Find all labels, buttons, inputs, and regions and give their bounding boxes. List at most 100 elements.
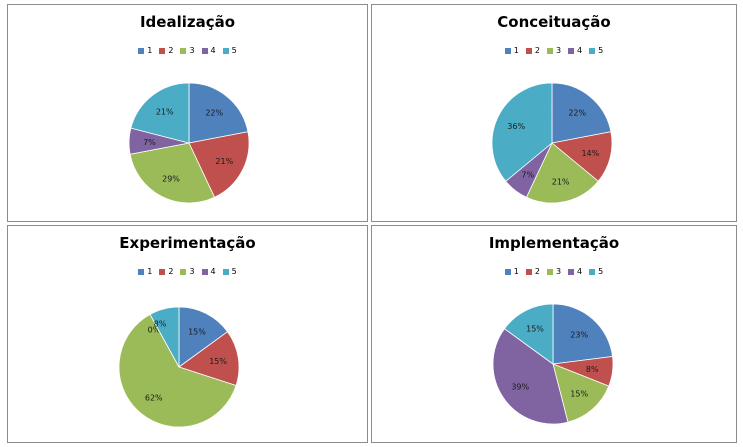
chart-panel-experimentacao: Experimentação 1 2 3 4 5 15% 15% 62% 0% 8% (7, 225, 368, 443)
legend-item: 5 (589, 46, 603, 55)
legend-label: 2 (534, 46, 540, 55)
data-label: 21% (156, 108, 174, 117)
legend-swatch (222, 268, 229, 275)
legend-label: 2 (168, 46, 174, 55)
pie-slice (551, 82, 612, 144)
legend-item: 4 (201, 46, 216, 55)
data-label: 15% (209, 357, 227, 366)
legend-item: 2 (525, 46, 540, 55)
legend-label: 3 (555, 46, 562, 55)
legend-swatch (589, 47, 596, 54)
legend-item: 3 (546, 46, 562, 55)
data-label: 36% (507, 122, 525, 131)
legend-swatch (546, 268, 553, 275)
legend-swatch (525, 268, 532, 275)
data-label: 14% (581, 149, 599, 158)
legend-swatch (504, 268, 511, 275)
legend-swatch (180, 268, 187, 275)
legend-swatch (568, 268, 575, 275)
chart-legend: 1 2 3 4 5 (8, 46, 367, 55)
pie-chart: 15% 15% 62% 0%8% (118, 306, 240, 428)
legend-swatch (159, 268, 166, 275)
legend-swatch (589, 268, 596, 275)
legend-label: 3 (189, 46, 195, 55)
legend-label: 5 (231, 46, 237, 55)
legend-label: 5 (231, 267, 237, 276)
legend-swatch (159, 47, 166, 54)
data-label: 0% (148, 325, 161, 334)
legend-swatch (568, 47, 575, 54)
chart-title: Conceituação (497, 13, 611, 31)
legend-label: 5 (598, 46, 604, 55)
pie-slice (503, 303, 554, 365)
legend-item: 4 (568, 46, 582, 55)
legend-label: 4 (577, 267, 583, 276)
legend-item: 3 (546, 267, 562, 276)
chart-panel-idealizacao: Idealização 1 2 3 4 5 22% 21% 29% 7% 21% (7, 4, 368, 222)
pie-slice (551, 131, 613, 182)
pie-slice (178, 331, 240, 387)
pie-slice (491, 82, 553, 182)
pie-slice (118, 313, 237, 428)
data-label: 22% (205, 108, 223, 117)
pie-slice (178, 306, 229, 368)
legend-swatch (180, 47, 187, 54)
data-label: 29% (162, 174, 180, 183)
data-label: 8% (586, 365, 599, 374)
legend-label: 2 (168, 267, 174, 276)
legend-swatch (525, 47, 532, 54)
pie-slice (188, 131, 250, 198)
data-label: 23% (570, 330, 588, 339)
legend-swatch (138, 268, 145, 275)
pie-slice (130, 82, 190, 144)
pie-chart: 22% 21% 29% 7% 21% (128, 82, 250, 204)
pie-slice (492, 328, 569, 425)
legend-swatch (546, 47, 553, 54)
data-label: 7% (143, 138, 156, 147)
legend-label: 1 (513, 46, 519, 55)
legend-swatch (138, 47, 145, 54)
legend-swatch (201, 47, 208, 54)
chart-title: Idealização (139, 13, 236, 31)
data-label: 21% (552, 178, 570, 187)
legend-label: 4 (577, 46, 583, 55)
legend-item: 5 (589, 267, 603, 276)
legend-item: 5 (222, 267, 237, 276)
legend-label: 1 (147, 267, 153, 276)
legend-item: 2 (525, 267, 540, 276)
legend-label: 3 (555, 267, 562, 276)
legend-label: 2 (534, 267, 540, 276)
chart-title: Experimentação (119, 234, 256, 252)
chart-panel-implementacao: Implementação 1 2 3 4 5 23% 8% 15% 39% 15% (371, 225, 737, 443)
legend-swatch (222, 47, 229, 54)
pie-slice (552, 363, 610, 423)
legend-item: 5 (222, 46, 237, 55)
chart-legend: 1 2 3 4 5 (8, 267, 367, 276)
legend-item: 3 (180, 46, 195, 55)
data-label: 21% (215, 157, 233, 166)
legend-item: 1 (504, 46, 519, 55)
legend-label: 4 (210, 267, 216, 276)
legend-item: 2 (159, 267, 173, 276)
data-label: 62% (145, 394, 163, 403)
data-label: 15% (526, 325, 544, 334)
legend-label: 1 (513, 267, 519, 276)
legend-swatch (201, 268, 208, 275)
pie-chart: 22% 14% 21% 7% 36% (491, 82, 613, 204)
data-label: 7% (521, 170, 534, 179)
pie-slice (129, 142, 216, 204)
chart-panel-conceituacao: Conceituação 1 2 3 4 5 22% 14% 21% 7% 36% (371, 4, 737, 222)
pie-slice (552, 303, 613, 365)
pie-slice (188, 82, 249, 144)
legend-label: 4 (210, 46, 216, 55)
legend-item: 1 (504, 267, 519, 276)
legend-item: 4 (568, 267, 582, 276)
legend-item: 1 (138, 267, 152, 276)
legend-item: 2 (159, 46, 173, 55)
data-label: 39% (511, 382, 529, 391)
data-label: 22% (568, 108, 586, 117)
chart-title: Implementação (488, 234, 620, 252)
legend-label: 3 (189, 267, 195, 276)
legend-label: 5 (598, 267, 604, 276)
data-label: 8% (154, 320, 167, 329)
